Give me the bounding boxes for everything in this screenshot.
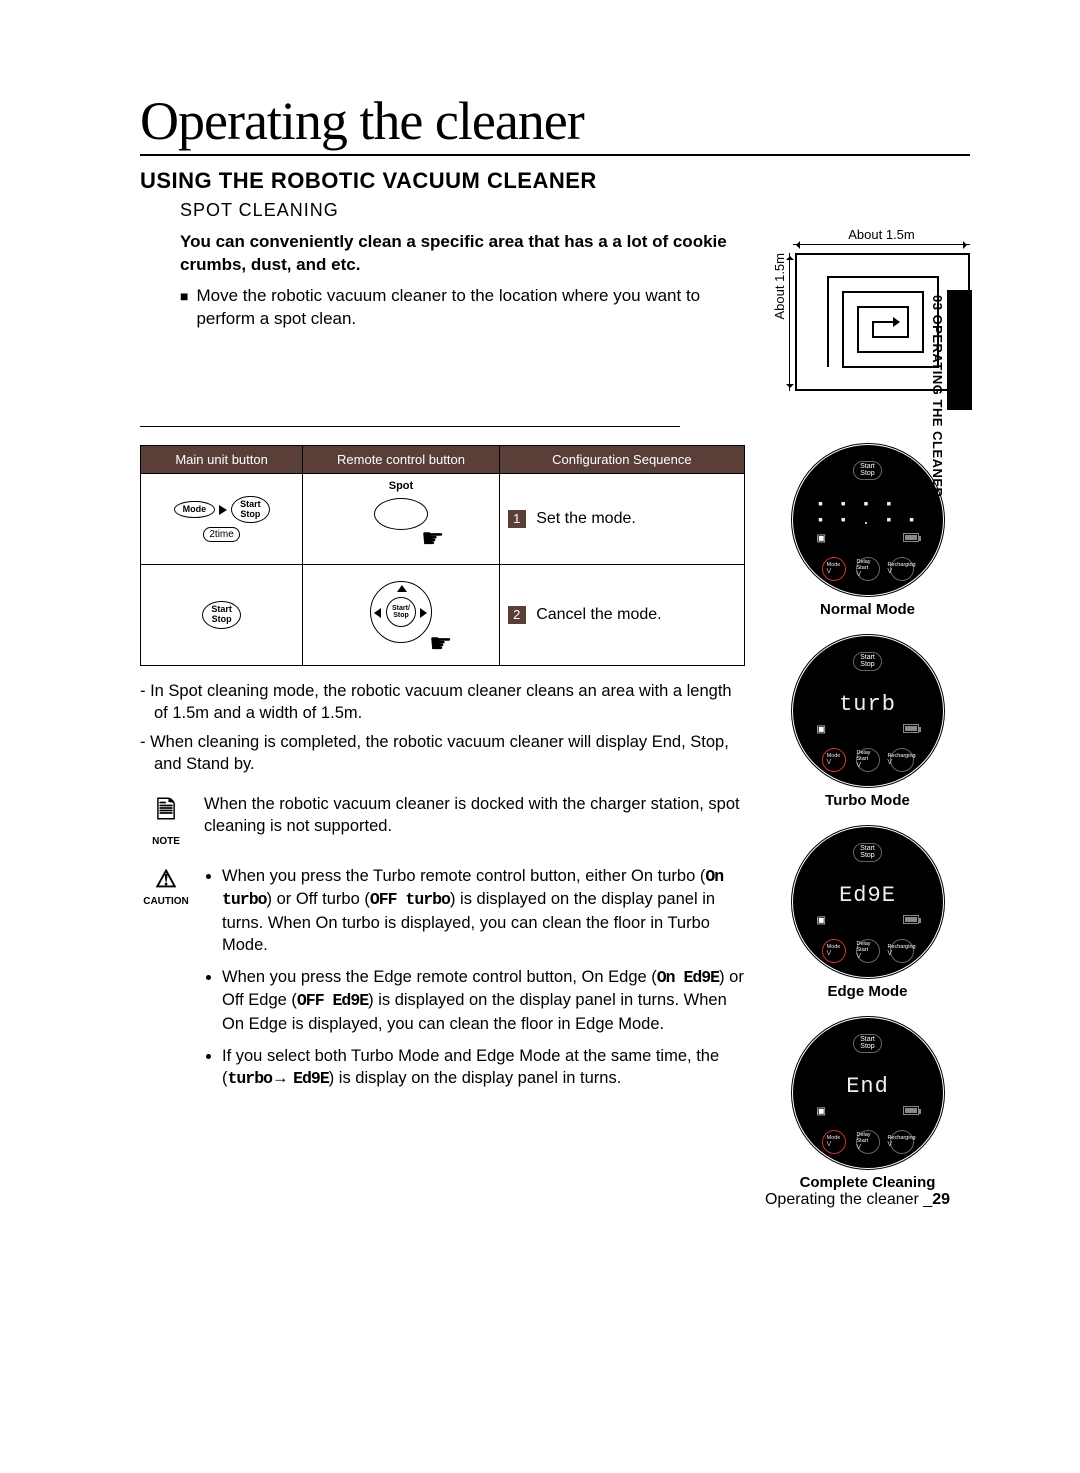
display-recharge-button: Recharging⋁ bbox=[890, 1130, 914, 1154]
caution-label: CAUTION bbox=[143, 896, 189, 907]
display-mode-item: Start Stop turb▣ Mode⋁ Delay Start⋁ Rechargi… bbox=[765, 636, 970, 809]
footer-page-number: 29 bbox=[932, 1191, 950, 1208]
page-footer: Operating the cleaner _29 bbox=[765, 1191, 950, 1209]
display-mode-label: Edge Mode bbox=[827, 983, 907, 1000]
step-number-2: 2 bbox=[508, 606, 526, 624]
footer-text: Operating the cleaner _ bbox=[765, 1191, 932, 1208]
display-status-icon: ▣ bbox=[817, 533, 826, 544]
display-screen: End bbox=[815, 1062, 921, 1110]
display-start-stop-button: Start Stop bbox=[853, 1034, 882, 1053]
note-line-1: - In Spot cleaning mode, the robotic vac… bbox=[140, 680, 745, 725]
step-text-2: Cancel the mode. bbox=[536, 606, 661, 623]
remote-spot-button-diagram: Spot ☚ bbox=[356, 484, 446, 554]
th-remote: Remote control button bbox=[303, 446, 500, 474]
spiral-path-icon bbox=[818, 267, 948, 377]
start-stop-button-icon: Start Stop bbox=[231, 496, 270, 524]
display-panel: Start Stop ▪ ▪ ▪ ▪▪ ▪ . ▪ ▪▣ Mode⋁ Delay St… bbox=[793, 445, 943, 595]
th-main-unit: Main unit button bbox=[141, 446, 303, 474]
display-mode-item: Start Stop End▣ Mode⋁ Delay Start⋁ Rechargin… bbox=[765, 1018, 970, 1191]
remote-spot-label: Spot bbox=[356, 480, 446, 492]
step-text-1: Set the mode. bbox=[536, 510, 636, 527]
remote-nav-ring-diagram: Start/ Stop ☚ bbox=[356, 575, 446, 655]
display-recharge-button: Recharging⋁ bbox=[890, 939, 914, 963]
display-mode-label: Turbo Mode bbox=[825, 792, 910, 809]
display-start-stop-button: Start Stop bbox=[853, 843, 882, 862]
display-mode-label: Complete Cleaning bbox=[800, 1174, 936, 1191]
caution-icon: ⚠ CAUTION bbox=[140, 865, 192, 907]
battery-icon bbox=[903, 1106, 919, 1115]
battery-icon bbox=[903, 533, 919, 542]
display-status-icon: ▣ bbox=[817, 724, 826, 735]
display-mode-button: Mode⋁ bbox=[822, 557, 846, 581]
display-panel: Start Stop Ed9E▣ Mode⋁ Delay Start⋁ Rechargi… bbox=[793, 827, 943, 977]
display-start-stop-button: Start Stop bbox=[853, 652, 882, 671]
start-stop-button-icon: Start Stop bbox=[202, 601, 241, 629]
hand-press-icon: ☚ bbox=[421, 523, 444, 554]
display-mode-button: Mode⋁ bbox=[822, 1130, 846, 1154]
mode-button-icon: Mode bbox=[174, 501, 216, 519]
dim-horizontal-label: About 1.5m bbox=[848, 227, 915, 242]
display-delay-button: Delay Start⋁ bbox=[856, 1130, 880, 1154]
dim-vertical-label: About 1.5m bbox=[772, 253, 787, 320]
remote-center-label: Start/ Stop bbox=[386, 597, 416, 627]
note-icon: 🗎 NOTE bbox=[140, 793, 192, 847]
display-panel: Start Stop End▣ Mode⋁ Delay Start⋁ Rechargin… bbox=[793, 1018, 943, 1168]
display-mode-button: Mode⋁ bbox=[822, 748, 846, 772]
battery-icon bbox=[903, 724, 919, 733]
display-delay-button: Delay Start⋁ bbox=[856, 557, 880, 581]
display-screen: ▪ ▪ ▪ ▪▪ ▪ . ▪ ▪ bbox=[815, 489, 921, 537]
display-recharge-button: Recharging⋁ bbox=[890, 557, 914, 581]
display-delay-button: Delay Start⋁ bbox=[856, 939, 880, 963]
section-rule bbox=[140, 426, 680, 427]
configuration-table: Main unit button Remote control button C… bbox=[140, 445, 745, 666]
battery-icon bbox=[903, 915, 919, 924]
caution-item-2: When you press the Edge remote control b… bbox=[222, 966, 745, 1035]
subsection-head: SPOT CLEANING bbox=[180, 200, 970, 221]
note-line-2: - When cleaning is completed, the roboti… bbox=[140, 731, 745, 776]
bullet-square-icon: ■ bbox=[180, 285, 188, 331]
note-text: When the robotic vacuum cleaner is docke… bbox=[204, 793, 745, 838]
display-mode-label: Normal Mode bbox=[820, 601, 915, 618]
intro-bullet: Move the robotic vacuum cleaner to the l… bbox=[196, 285, 735, 331]
arrow-right-icon bbox=[219, 505, 227, 515]
step-number-1: 1 bbox=[508, 510, 526, 528]
display-panel: Start Stop turb▣ Mode⋁ Delay Start⋁ Rechargi… bbox=[793, 636, 943, 786]
press-count-tag: 2time bbox=[203, 527, 239, 542]
note-label: NOTE bbox=[152, 836, 180, 847]
main-unit-cell-2: Start Stop bbox=[149, 601, 294, 629]
display-screen: turb bbox=[815, 680, 921, 728]
th-sequence: Configuration Sequence bbox=[499, 446, 744, 474]
main-unit-cell-1: Mode Start Stop 2time bbox=[149, 496, 294, 543]
display-mode-item: Start Stop Ed9E▣ Mode⋁ Delay Start⋁ Rechargi… bbox=[765, 827, 970, 1000]
caution-item-1: When you press the Turbo remote control … bbox=[222, 865, 745, 956]
display-delay-button: Delay Start⋁ bbox=[856, 748, 880, 772]
caution-item-3: If you select both Turbo Mode and Edge M… bbox=[222, 1045, 745, 1091]
display-status-icon: ▣ bbox=[817, 915, 826, 926]
display-recharge-button: Recharging⋁ bbox=[890, 748, 914, 772]
spot-area-diagram: About 1.5m About 1.5m bbox=[755, 231, 970, 391]
intro-bold: You can conveniently clean a specific ar… bbox=[140, 231, 735, 277]
hand-press-icon: ☚ bbox=[429, 628, 452, 659]
section-head: USING THE ROBOTIC VACUUM CLEANER bbox=[140, 168, 970, 194]
display-mode-button: Mode⋁ bbox=[822, 939, 846, 963]
display-status-icon: ▣ bbox=[817, 1106, 826, 1117]
display-screen: Ed9E bbox=[815, 871, 921, 919]
page-title: Operating the cleaner bbox=[140, 90, 970, 156]
display-start-stop-button: Start Stop bbox=[853, 461, 882, 480]
